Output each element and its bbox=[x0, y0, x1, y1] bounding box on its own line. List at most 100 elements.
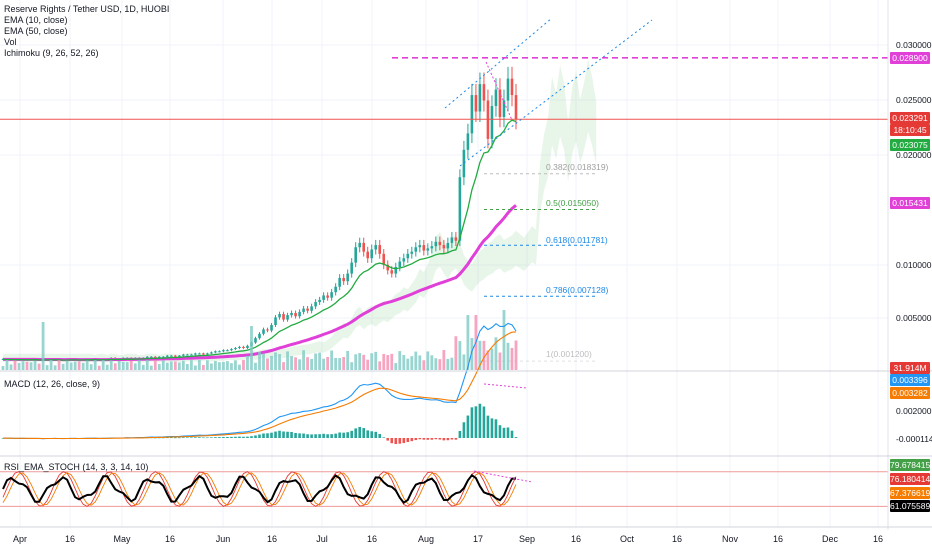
candle-body[interactable] bbox=[218, 351, 221, 353]
candle-body[interactable] bbox=[402, 258, 406, 262]
legend-vol[interactable]: Vol bbox=[4, 37, 17, 47]
candle-body[interactable] bbox=[290, 312, 293, 316]
legend-ema10[interactable]: EMA (10, close) bbox=[4, 15, 68, 25]
candle-body[interactable] bbox=[466, 133, 470, 150]
candle-body[interactable] bbox=[426, 248, 430, 251]
legend-title[interactable]: Reserve Rights / Tether USD, 1D, HUOBI bbox=[4, 4, 170, 14]
candle-body[interactable] bbox=[326, 295, 329, 298]
candle-body[interactable] bbox=[318, 299, 321, 303]
candle-body[interactable] bbox=[422, 245, 426, 251]
candle-body[interactable] bbox=[414, 247, 418, 252]
candle-body[interactable] bbox=[362, 242, 366, 252]
candle-body[interactable] bbox=[382, 253, 386, 265]
candle-body[interactable] bbox=[226, 350, 229, 352]
candle-body[interactable] bbox=[454, 237, 458, 241]
candle-body[interactable] bbox=[298, 311, 301, 317]
candle-body[interactable] bbox=[294, 312, 297, 317]
candle-body[interactable] bbox=[374, 245, 378, 250]
candle-body[interactable] bbox=[350, 262, 353, 274]
candle-body[interactable] bbox=[370, 249, 374, 259]
candle-body[interactable] bbox=[242, 346, 245, 349]
candle-body[interactable] bbox=[186, 354, 189, 356]
candle-body[interactable] bbox=[450, 237, 454, 243]
candle-body[interactable] bbox=[394, 266, 398, 274]
price-pane[interactable] bbox=[0, 17, 888, 363]
legend-ichimoku[interactable]: Ichimoku (9, 26, 52, 26) bbox=[4, 48, 99, 58]
candle-body[interactable] bbox=[149, 356, 153, 358]
candle-body[interactable] bbox=[470, 95, 474, 134]
candle-body[interactable] bbox=[462, 149, 466, 178]
candle-body[interactable] bbox=[434, 241, 438, 247]
candle-body[interactable] bbox=[158, 356, 161, 358]
candle-body[interactable] bbox=[270, 325, 273, 331]
candle-body[interactable] bbox=[502, 100, 506, 117]
candle-body[interactable] bbox=[153, 356, 157, 358]
candle-body[interactable] bbox=[510, 78, 514, 96]
rsi-line[interactable] bbox=[2, 473, 516, 505]
rsi-divergence-line[interactable] bbox=[473, 470, 533, 483]
candle-body[interactable] bbox=[342, 277, 345, 282]
stoch-d-line[interactable] bbox=[2, 472, 517, 506]
candle-body[interactable] bbox=[210, 352, 213, 354]
legend-ema50[interactable]: EMA (50, close) bbox=[4, 26, 68, 36]
candle-body[interactable] bbox=[446, 242, 450, 249]
trend-line-pink[interactable] bbox=[485, 61, 513, 121]
macd-divergence-line[interactable] bbox=[483, 383, 528, 389]
candle-body[interactable] bbox=[174, 355, 177, 357]
candle-body[interactable] bbox=[410, 251, 414, 254]
candle-body[interactable] bbox=[198, 353, 201, 355]
candle-body[interactable] bbox=[358, 242, 361, 248]
candle-body[interactable] bbox=[310, 306, 313, 311]
candle-body[interactable] bbox=[490, 106, 494, 139]
candle-body[interactable] bbox=[206, 353, 209, 355]
candle-body[interactable] bbox=[498, 89, 502, 117]
candle-body[interactable] bbox=[162, 356, 165, 358]
candle-body[interactable] bbox=[258, 333, 261, 339]
candle-body[interactable] bbox=[262, 329, 265, 334]
candle-body[interactable] bbox=[430, 246, 434, 249]
candle-body[interactable] bbox=[398, 261, 402, 267]
candle-body[interactable] bbox=[178, 355, 181, 357]
candle-body[interactable] bbox=[182, 354, 185, 356]
candle-body[interactable] bbox=[494, 89, 498, 107]
candle-body[interactable] bbox=[378, 245, 382, 254]
candle-body[interactable] bbox=[238, 346, 241, 349]
candle-body[interactable] bbox=[194, 353, 197, 355]
candle-body[interactable] bbox=[246, 345, 249, 349]
candle-body[interactable] bbox=[222, 350, 225, 352]
candle-body[interactable] bbox=[482, 84, 486, 101]
candle-body[interactable] bbox=[338, 277, 341, 287]
candle-body[interactable] bbox=[190, 354, 193, 356]
candle-body[interactable] bbox=[278, 314, 281, 318]
candle-body[interactable] bbox=[145, 356, 149, 358]
candle-body[interactable] bbox=[474, 95, 478, 112]
candle-body[interactable] bbox=[366, 251, 370, 259]
candle-body[interactable] bbox=[346, 273, 349, 282]
candle-body[interactable] bbox=[214, 351, 217, 353]
candle-body[interactable] bbox=[506, 78, 510, 101]
candle-body[interactable] bbox=[386, 264, 390, 271]
candle-body[interactable] bbox=[230, 349, 233, 351]
macd-legend[interactable]: MACD (12, 26, close, 9) bbox=[4, 379, 101, 389]
candle-body[interactable] bbox=[282, 314, 285, 320]
channel-upper-line[interactable] bbox=[444, 17, 553, 109]
candle-body[interactable] bbox=[266, 329, 269, 331]
candle-body[interactable] bbox=[166, 355, 169, 357]
candle-body[interactable] bbox=[286, 315, 289, 320]
candle-body[interactable] bbox=[314, 302, 317, 307]
candle-body[interactable] bbox=[438, 241, 442, 246]
candle-body[interactable] bbox=[302, 308, 305, 312]
candle-body[interactable] bbox=[306, 308, 309, 311]
candle-body[interactable] bbox=[442, 245, 446, 249]
candle-body[interactable] bbox=[390, 270, 394, 274]
rsi-legend[interactable]: RSI_EMA_STOCH (14, 3, 3, 14, 10) bbox=[4, 462, 149, 472]
ema10-line[interactable] bbox=[3, 119, 517, 361]
candle-body[interactable] bbox=[202, 353, 205, 355]
candle-body[interactable] bbox=[274, 317, 277, 326]
candle-body[interactable] bbox=[330, 292, 333, 298]
candle-body[interactable] bbox=[418, 245, 422, 248]
candle-body[interactable] bbox=[170, 355, 173, 357]
candle-body[interactable] bbox=[234, 348, 237, 350]
macd-pane[interactable] bbox=[1, 322, 528, 445]
